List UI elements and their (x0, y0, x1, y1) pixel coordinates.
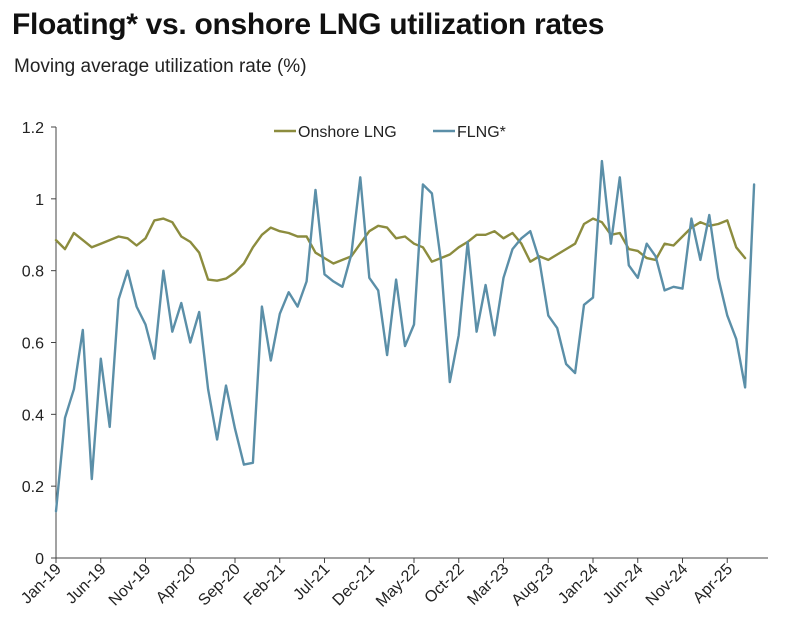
chart-subtitle: Moving average utilization rate (%) (14, 56, 307, 77)
x-tick-label: Aug-23 (509, 561, 558, 610)
legend-label-flng: FLNG* (457, 124, 506, 141)
y-tick-label: 0.6 (22, 336, 44, 353)
x-tick-label: Feb-21 (241, 561, 289, 609)
y-tick-label: 1.2 (22, 120, 44, 137)
x-tick-label: Oct-22 (422, 561, 468, 607)
x-tick-label: May-22 (373, 561, 423, 611)
legend-label-onshore-lng: Onshore LNG (298, 124, 397, 141)
y-tick-label: 0.4 (22, 407, 44, 424)
series-line-onshore-lng (54, 217, 747, 282)
series-line-flng (54, 159, 756, 513)
x-tick-label: Mar-23 (464, 561, 512, 609)
x-tick-label: Apr-20 (153, 561, 199, 607)
x-tick-label: Jul-21 (290, 561, 333, 604)
x-tick-label: Apr-25 (690, 561, 736, 607)
x-tick-label: Nov-19 (106, 561, 155, 610)
y-tick-label: 1 (35, 192, 44, 209)
x-tick-label: Jun-19 (63, 561, 110, 608)
y-tick-label: 0 (35, 551, 44, 568)
x-tick-label: Sep-20 (195, 561, 244, 610)
x-tick-label: Dec-21 (330, 561, 379, 610)
chart-title: Floating* vs. onshore LNG utilization ra… (12, 8, 605, 41)
y-tick-label: 0.2 (22, 479, 44, 496)
x-tick-label: Jun-24 (600, 561, 647, 608)
x-tick-label: Jan-24 (555, 561, 602, 608)
x-tick-label: Nov-24 (643, 561, 692, 610)
y-tick-label: 0.8 (22, 264, 44, 281)
